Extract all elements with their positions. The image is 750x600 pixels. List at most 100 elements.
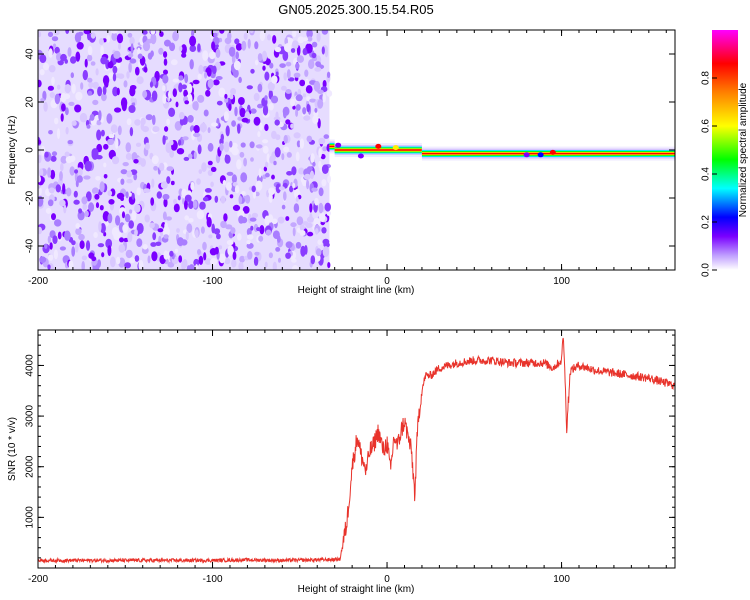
noise-blob (75, 242, 79, 253)
noise-blob (285, 241, 293, 249)
signal-blob (392, 145, 399, 151)
noise-blob (290, 48, 296, 53)
noise-blob (75, 223, 80, 229)
noise-blob (259, 30, 266, 41)
noise-blob (169, 150, 175, 158)
noise-blob (76, 175, 83, 183)
noise-blob (213, 228, 221, 235)
noise-blob (164, 39, 171, 47)
noise-blob (270, 95, 279, 104)
spectrogram-y-label: Frequency (Hz) (7, 116, 18, 185)
noise-blob (172, 30, 180, 42)
noise-blob (153, 165, 159, 171)
noise-blob (283, 72, 288, 81)
noise-blob (224, 93, 228, 99)
noise-blob (60, 92, 67, 103)
noise-blob (107, 213, 113, 224)
noise-blob (320, 153, 326, 160)
x-tick-label: -200 (28, 276, 48, 287)
noise-blob (257, 131, 261, 138)
noise-blob (124, 213, 131, 223)
noise-blob (321, 164, 329, 174)
noise-blob (134, 204, 141, 213)
noise-blob (286, 69, 291, 79)
noise-blob (202, 50, 209, 61)
noise-blob (134, 255, 140, 262)
noise-blob (200, 226, 205, 234)
noise-blob (49, 92, 55, 98)
noise-blob (84, 160, 93, 172)
noise-blob (307, 231, 314, 237)
colorbar-ticks: 0.0 0.2 0.4 0.6 0.8 (701, 71, 717, 277)
noise-blob (243, 157, 248, 167)
noise-blob (201, 162, 207, 173)
noise-blob (245, 194, 251, 204)
noise-blob (208, 234, 213, 239)
noise-blob (216, 233, 221, 240)
noise-blob (128, 220, 134, 229)
noise-blob (120, 178, 125, 185)
noise-blob (262, 65, 266, 71)
noise-blob (110, 256, 116, 268)
noise-blob (274, 147, 281, 158)
noise-blob (235, 43, 243, 51)
noise-blob (188, 153, 193, 159)
noise-blob (142, 90, 148, 98)
noise-blob (155, 241, 162, 246)
noise-blob (165, 216, 172, 221)
noise-blob (292, 105, 296, 110)
noise-blob (183, 89, 189, 98)
x-tick-label: -200 (28, 574, 48, 585)
noise-blob (51, 151, 58, 157)
noise-blob (273, 160, 277, 166)
noise-blob (115, 256, 121, 265)
noise-blob (214, 195, 219, 203)
noise-blob (83, 30, 91, 35)
noise-blob (54, 219, 62, 227)
noise-blob (310, 255, 316, 265)
noise-blob (110, 30, 118, 34)
noise-blob (306, 179, 310, 190)
noise-blob (326, 210, 331, 216)
noise-blob (228, 103, 232, 111)
noise-blob (184, 73, 189, 84)
noise-blob (286, 152, 292, 158)
noise-blob (308, 59, 315, 70)
noise-blob (265, 172, 270, 178)
noise-blob (178, 139, 182, 146)
noise-blob (140, 122, 145, 131)
noise-blob (151, 178, 155, 188)
noise-blob (137, 53, 143, 60)
noise-blob (256, 227, 261, 232)
noise-blob (226, 239, 234, 246)
y-tick-label: 40 (25, 48, 36, 60)
noise-blob (170, 59, 178, 66)
noise-blob (162, 85, 166, 92)
noise-blob (129, 86, 136, 97)
noise-blob (118, 244, 126, 253)
x-tick-label: 100 (553, 276, 570, 287)
noise-blob (306, 30, 313, 39)
noise-blob (207, 142, 214, 152)
noise-blob (272, 261, 277, 270)
noise-blob (100, 45, 104, 56)
noise-blob (272, 230, 280, 239)
noise-blob (162, 193, 170, 200)
noise-blob (123, 80, 128, 88)
noise-blob (124, 262, 131, 269)
noise-blob (311, 187, 318, 192)
noise-blob (184, 215, 189, 221)
noise-blob (119, 237, 124, 243)
noise-blob (152, 232, 157, 241)
noise-blob (142, 244, 148, 250)
noise-blob (234, 106, 238, 117)
noise-blob (298, 167, 305, 175)
noise-blob (196, 178, 201, 185)
noise-blob (283, 191, 287, 201)
noise-blob (69, 166, 75, 176)
noise-blob (250, 68, 255, 74)
noise-blob (265, 229, 272, 236)
noise-blob (150, 33, 157, 45)
noise-blob (143, 188, 151, 193)
